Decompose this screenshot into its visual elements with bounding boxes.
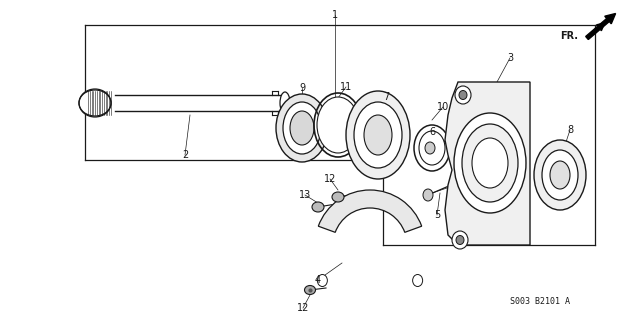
Text: 4: 4 [315, 275, 321, 285]
Text: 2: 2 [182, 150, 188, 160]
Ellipse shape [454, 113, 526, 213]
Ellipse shape [280, 92, 290, 114]
Ellipse shape [317, 97, 359, 153]
Ellipse shape [455, 86, 471, 104]
Ellipse shape [462, 124, 518, 202]
Ellipse shape [419, 131, 445, 165]
Ellipse shape [423, 189, 433, 201]
Text: 11: 11 [340, 82, 352, 92]
Text: 9: 9 [299, 83, 305, 93]
Wedge shape [318, 190, 422, 232]
Ellipse shape [456, 235, 464, 244]
Ellipse shape [472, 138, 508, 188]
Ellipse shape [79, 90, 111, 116]
Text: 12: 12 [297, 303, 309, 313]
Ellipse shape [452, 231, 468, 249]
Ellipse shape [534, 140, 586, 210]
Ellipse shape [290, 111, 314, 145]
Text: 12: 12 [324, 174, 336, 184]
Text: 7: 7 [383, 92, 389, 102]
Ellipse shape [459, 91, 467, 100]
Text: FR.: FR. [560, 31, 578, 41]
Ellipse shape [550, 161, 570, 189]
Text: 5: 5 [434, 210, 440, 220]
Text: 3: 3 [507, 53, 513, 63]
Ellipse shape [364, 115, 392, 155]
Ellipse shape [542, 150, 578, 200]
Ellipse shape [354, 102, 402, 168]
Ellipse shape [413, 275, 422, 286]
Text: 8: 8 [567, 125, 573, 135]
FancyArrow shape [586, 13, 616, 40]
Text: S003 B2101 A: S003 B2101 A [510, 298, 570, 307]
Ellipse shape [425, 142, 435, 154]
Ellipse shape [317, 275, 328, 286]
Text: 10: 10 [437, 102, 449, 112]
Ellipse shape [305, 286, 316, 294]
Ellipse shape [283, 102, 321, 154]
Ellipse shape [312, 202, 324, 212]
Text: 13: 13 [299, 190, 311, 200]
Polygon shape [445, 82, 530, 245]
Ellipse shape [332, 192, 344, 202]
Ellipse shape [346, 91, 410, 179]
Text: 1: 1 [332, 10, 338, 20]
Text: 6: 6 [429, 127, 435, 137]
Ellipse shape [276, 94, 328, 162]
